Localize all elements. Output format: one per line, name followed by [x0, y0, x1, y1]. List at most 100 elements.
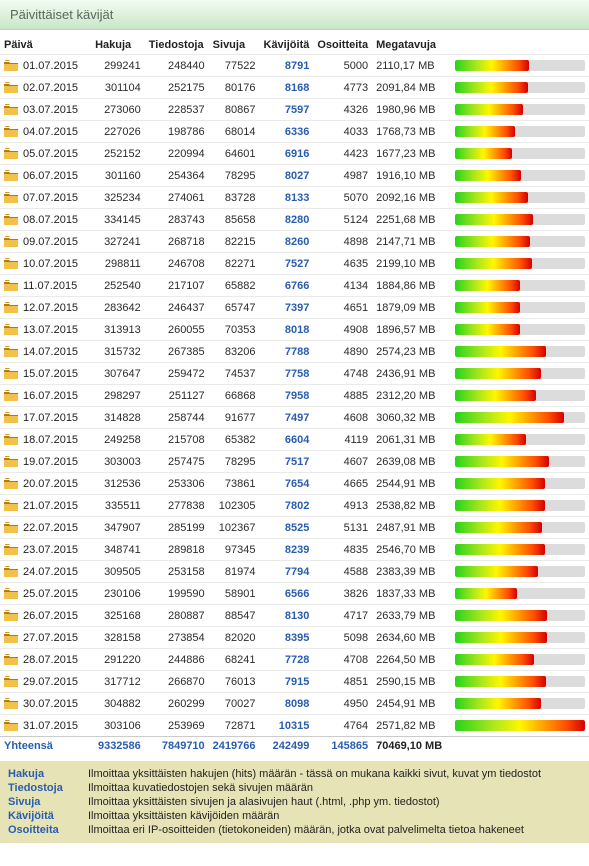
- cell-hits: 301104: [91, 77, 145, 99]
- folder-icon: [4, 412, 18, 423]
- cell-bar: [451, 517, 589, 539]
- folder-icon: [4, 346, 18, 357]
- date-link[interactable]: 06.07.2015: [4, 170, 87, 182]
- cell-hosts: 4708: [313, 649, 372, 671]
- cell-files: 285199: [145, 517, 209, 539]
- cell-mb: 2546,70 MB: [372, 539, 451, 561]
- cell-files: 228537: [145, 99, 209, 121]
- cell-files: 258744: [145, 407, 209, 429]
- cell-pages: 70353: [209, 319, 260, 341]
- date-link[interactable]: 29.07.2015: [4, 676, 87, 688]
- folder-icon: [4, 610, 18, 621]
- date-link[interactable]: 24.07.2015: [4, 566, 87, 578]
- date-text: 15.07.2015: [23, 368, 78, 380]
- legend-panel: Hakuja Ilmoittaa yksittäisten hakujen (h…: [0, 761, 589, 843]
- date-link[interactable]: 02.07.2015: [4, 82, 87, 94]
- cell-visits: 8791: [260, 55, 314, 77]
- date-link[interactable]: 27.07.2015: [4, 632, 87, 644]
- folder-icon: [4, 368, 18, 379]
- cell-pages: 85658: [209, 209, 260, 231]
- date-text: 16.07.2015: [23, 390, 78, 402]
- folder-icon: [4, 104, 18, 115]
- date-link[interactable]: 22.07.2015: [4, 522, 87, 534]
- cell-visits: 7517: [260, 451, 314, 473]
- date-link[interactable]: 30.07.2015: [4, 698, 87, 710]
- date-link[interactable]: 05.07.2015: [4, 148, 87, 160]
- date-link[interactable]: 17.07.2015: [4, 412, 87, 424]
- cell-visits: 8280: [260, 209, 314, 231]
- cell-hosts: 4134: [313, 275, 372, 297]
- date-link[interactable]: 08.07.2015: [4, 214, 87, 226]
- cell-bar: [451, 385, 589, 407]
- date-text: 05.07.2015: [23, 148, 78, 160]
- bar-fill: [455, 104, 523, 115]
- date-link[interactable]: 03.07.2015: [4, 104, 87, 116]
- date-link[interactable]: 19.07.2015: [4, 456, 87, 468]
- cell-bar: [451, 539, 589, 561]
- bar-fill: [455, 698, 541, 709]
- table-row: 22.07.2015 347907 285199 102367 8525 513…: [0, 517, 589, 539]
- bar-fill: [455, 412, 564, 423]
- cell-files: 273854: [145, 627, 209, 649]
- bar-track: [455, 214, 585, 225]
- cell-hosts: 4773: [313, 77, 372, 99]
- date-text: 01.07.2015: [23, 60, 78, 72]
- cell-files: 280887: [145, 605, 209, 627]
- cell-hosts: 4423: [313, 143, 372, 165]
- cell-hits: 335511: [91, 495, 145, 517]
- date-text: 19.07.2015: [23, 456, 78, 468]
- date-link[interactable]: 14.07.2015: [4, 346, 87, 358]
- date-link[interactable]: 16.07.2015: [4, 390, 87, 402]
- date-link[interactable]: 01.07.2015: [4, 60, 87, 72]
- date-link[interactable]: 10.07.2015: [4, 258, 87, 270]
- cell-pages: 68014: [209, 121, 260, 143]
- cell-pages: 78295: [209, 165, 260, 187]
- cell-mb: 2199,10 MB: [372, 253, 451, 275]
- cell-bar: [451, 297, 589, 319]
- cell-bar: [451, 319, 589, 341]
- date-link[interactable]: 07.07.2015: [4, 192, 87, 204]
- cell-visits: 8395: [260, 627, 314, 649]
- folder-icon: [4, 236, 18, 247]
- cell-bar: [451, 77, 589, 99]
- date-link[interactable]: 25.07.2015: [4, 588, 87, 600]
- cell-hosts: 4950: [313, 693, 372, 715]
- date-link[interactable]: 11.07.2015: [4, 280, 87, 292]
- bar-track: [455, 720, 585, 731]
- cell-bar: [451, 473, 589, 495]
- cell-hosts: 4651: [313, 297, 372, 319]
- folder-icon: [4, 126, 18, 137]
- date-link[interactable]: 04.07.2015: [4, 126, 87, 138]
- date-link[interactable]: 21.07.2015: [4, 500, 87, 512]
- date-link[interactable]: 31.07.2015: [4, 720, 87, 732]
- date-link[interactable]: 20.07.2015: [4, 478, 87, 490]
- date-link[interactable]: 15.07.2015: [4, 368, 87, 380]
- bar-fill: [455, 588, 517, 599]
- date-text: 06.07.2015: [23, 170, 78, 182]
- cell-visits: 7728: [260, 649, 314, 671]
- date-link[interactable]: 12.07.2015: [4, 302, 87, 314]
- bar-fill: [455, 148, 512, 159]
- cell-pages: 64601: [209, 143, 260, 165]
- col-files-header: Tiedostoja: [145, 36, 209, 55]
- cell-bar: [451, 55, 589, 77]
- cell-hits: 348741: [91, 539, 145, 561]
- cell-bar: [451, 561, 589, 583]
- table-row: 26.07.2015 325168 280887 88547 8130 4717…: [0, 605, 589, 627]
- bar-fill: [455, 544, 545, 555]
- date-link[interactable]: 28.07.2015: [4, 654, 87, 666]
- folder-icon: [4, 566, 18, 577]
- col-pages-header: Sivuja: [209, 36, 260, 55]
- cell-visits: 6916: [260, 143, 314, 165]
- date-text: 25.07.2015: [23, 588, 78, 600]
- date-link[interactable]: 09.07.2015: [4, 236, 87, 248]
- cell-mb: 2264,50 MB: [372, 649, 451, 671]
- date-link[interactable]: 13.07.2015: [4, 324, 87, 336]
- cell-hosts: 4908: [313, 319, 372, 341]
- cell-visits: 6566: [260, 583, 314, 605]
- date-text: 29.07.2015: [23, 676, 78, 688]
- cell-hosts: 5000: [313, 55, 372, 77]
- date-link[interactable]: 23.07.2015: [4, 544, 87, 556]
- date-link[interactable]: 26.07.2015: [4, 610, 87, 622]
- date-link[interactable]: 18.07.2015: [4, 434, 87, 446]
